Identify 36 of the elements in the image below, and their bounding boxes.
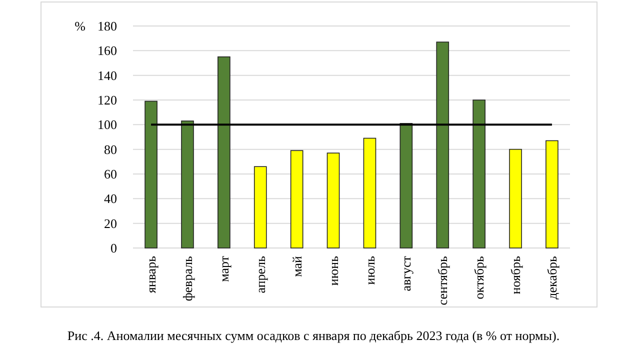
x-tick-label: октябрь (472, 256, 487, 300)
bar (181, 120, 194, 248)
y-tick-label: 0 (110, 240, 117, 256)
bar (472, 100, 486, 248)
bar (144, 100, 158, 248)
bar (509, 148, 522, 248)
x-tick-label: июль (362, 256, 378, 285)
x-tick-label: июнь (326, 256, 341, 286)
y-tick-label: 80 (104, 142, 117, 157)
x-tick-label: ноябрь (508, 256, 524, 294)
x-tick-label: февраль (180, 256, 196, 302)
y-axis-title: % (74, 18, 86, 34)
y-tick-label: 160 (98, 43, 117, 58)
bar (254, 166, 267, 248)
bar (218, 56, 230, 248)
bar (290, 150, 304, 248)
bar (400, 123, 413, 248)
bar (436, 42, 450, 248)
y-tick-label: 40 (104, 191, 117, 206)
x-tick-label: май (289, 256, 304, 277)
y-tick-label: 140 (98, 68, 117, 83)
bar (326, 152, 340, 248)
y-tick-label: 120 (98, 92, 117, 108)
x-tick-label: апрель (252, 256, 268, 294)
bar (363, 138, 376, 248)
x-tick-label: август (398, 256, 414, 292)
text: Рис .4. Аномалии месячных сумм осадков с января по декабрь 2023 года (в % от нормы). (67, 328, 560, 343)
y-tick-label: 180 (98, 18, 117, 34)
y-tick-label: 60 (104, 166, 117, 182)
y-tick-label: 100 (98, 117, 117, 132)
y-tick-label: 20 (104, 216, 117, 231)
x-tick-label: март (216, 256, 232, 282)
x-tick-label: декабрь (544, 256, 560, 300)
bar (546, 140, 558, 248)
x-tick-label: сентябрь (435, 256, 450, 306)
x-tick-label: январь (144, 256, 159, 294)
